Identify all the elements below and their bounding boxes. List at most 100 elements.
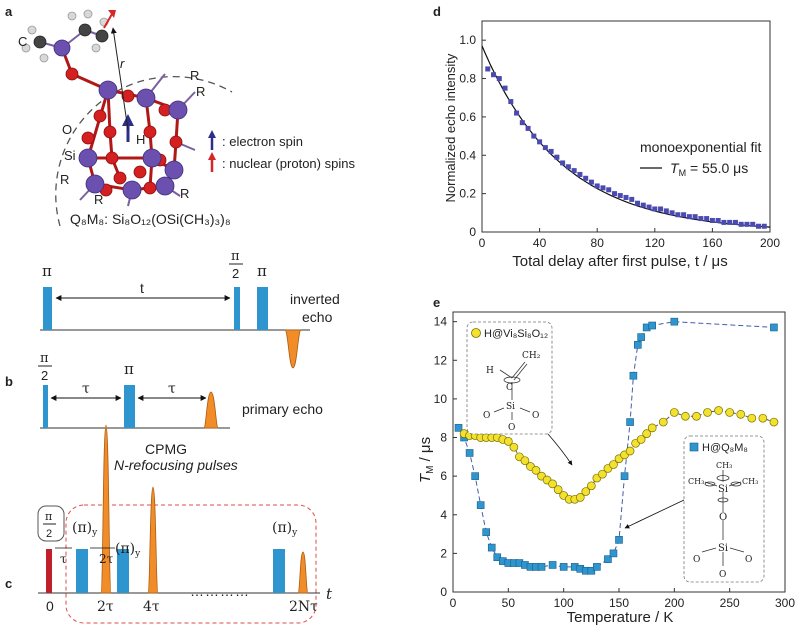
data-point — [571, 168, 577, 174]
data-point-vi8 — [681, 411, 690, 421]
primary-half-den: 2 — [41, 368, 48, 383]
data-point — [600, 185, 606, 191]
pulse-pi-primary — [124, 385, 135, 428]
atom-label-h: H — [136, 132, 145, 147]
legend-marker-blue — [689, 442, 699, 452]
data-point — [519, 120, 525, 126]
data-point — [652, 206, 658, 212]
panel-d-label: d — [433, 4, 441, 19]
primary-tau-1: τ — [82, 381, 90, 397]
data-point — [686, 214, 692, 220]
inverted-echo-sequence: π t π 2 π inverted echo — [40, 249, 340, 369]
panel-c-label: c — [5, 576, 12, 591]
data-point — [583, 175, 589, 181]
x-tick-label: 0 — [479, 236, 486, 250]
y-tick-label: 14 — [434, 315, 448, 329]
data-point-vi8 — [669, 408, 679, 417]
inset-q8m8: H@Q₈M₈ CH₃ CH₃ CH₃ Si O Si O O — [624, 435, 765, 583]
data-point — [485, 66, 491, 72]
molecule-formula: Q₈M₈: Si₈O₁₂(OSi(CH₃)₃)₈ — [70, 211, 231, 227]
atom-label-si: Si — [64, 148, 76, 163]
data-point-vi8 — [647, 423, 657, 433]
primary-tau-2: τ — [168, 381, 176, 397]
data-point — [669, 210, 675, 216]
chart-d-annot-line1: monoexponential fit — [640, 139, 762, 155]
data-point-q8m8 — [587, 566, 596, 575]
cpmg-pi-y-1: (π)y — [72, 520, 98, 538]
atom-label-r-2: R — [196, 84, 205, 99]
cpmg-axis-t: t — [326, 585, 333, 603]
data-point-vi8 — [503, 437, 513, 446]
inverted-pi-1-label: π — [42, 262, 52, 280]
inset-y-c: C — [506, 383, 513, 393]
cpmg-subtitle: N-refocusing pulses — [114, 457, 238, 473]
x-tick-label: 120 — [645, 236, 665, 250]
data-point — [635, 200, 641, 206]
refocus-box — [65, 504, 317, 624]
data-point — [744, 221, 750, 227]
data-point — [761, 223, 767, 229]
data-point — [727, 219, 733, 225]
inset-b-o4: O — [745, 555, 752, 565]
data-point — [496, 76, 502, 82]
panel-b: π t π 2 π inverted echo b π 2 τ π τ prim… — [5, 249, 340, 429]
vector-label-r: r — [120, 56, 125, 71]
data-point — [692, 214, 698, 220]
panel-a: a — [5, 4, 355, 227]
data-point — [531, 133, 537, 139]
y-tick-label: 12 — [434, 353, 448, 367]
chart-d-xlabel: Total delay after first pulse, t / μs — [512, 253, 727, 270]
inset-y-ch2: CH₂ — [522, 351, 541, 361]
y-tick-label: 4 — [440, 508, 447, 522]
data-point — [577, 171, 583, 177]
primary-pi-label: π — [124, 360, 134, 378]
data-point — [537, 139, 543, 145]
x-tick-label: 100 — [554, 596, 574, 610]
data-point-q8m8 — [559, 563, 568, 571]
atom-label-r-5: R — [180, 186, 189, 201]
y-tick-label: 8 — [440, 431, 447, 445]
data-point — [542, 145, 548, 151]
x-tick-label: 250 — [720, 596, 740, 610]
data-point-q8m8 — [537, 563, 546, 571]
series-points-vi8 — [459, 406, 779, 504]
data-point-vi8 — [714, 406, 723, 415]
data-point — [560, 160, 566, 166]
chart-d-annot-tm: TM = 55.0 μs — [670, 160, 748, 178]
y-tick-label: 0.8 — [459, 72, 476, 86]
data-point — [554, 154, 560, 160]
primary-half-num: π — [40, 351, 49, 366]
data-point-vi8 — [736, 409, 746, 419]
data-point-vi8 — [609, 460, 618, 469]
data-point-q8m8 — [487, 543, 496, 552]
data-point — [704, 216, 710, 222]
pulse-pi-y-2 — [117, 549, 129, 593]
dashed-arc — [55, 75, 233, 227]
x-tick-label: 300 — [775, 596, 795, 610]
data-point — [508, 99, 514, 105]
cpmg-tau-label: τ — [60, 552, 67, 566]
inset-y-si: Si — [506, 402, 515, 412]
data-point — [675, 212, 681, 218]
legend-marker-yellow — [471, 328, 481, 338]
data-point-q8m8 — [620, 472, 629, 480]
data-point-vi8 — [598, 469, 607, 479]
inverted-echo-line-2: echo — [302, 309, 333, 325]
y-tick-label: 10 — [434, 392, 448, 406]
x-tick-label: 0 — [450, 596, 457, 610]
data-point — [617, 193, 623, 199]
data-point — [594, 183, 600, 189]
data-point — [611, 191, 617, 197]
data-point — [502, 85, 508, 91]
data-point — [755, 223, 761, 229]
data-point — [640, 202, 646, 208]
data-point-vi8 — [636, 435, 646, 444]
pi-half-box — [37, 505, 65, 542]
data-point-q8m8 — [548, 561, 557, 569]
pulse-pi-half-cpmg — [46, 549, 52, 593]
y-tick-label: 2 — [440, 546, 447, 560]
data-point — [715, 217, 721, 223]
data-point-q8m8 — [634, 341, 642, 349]
pulse-pi-half-primary — [43, 385, 48, 428]
